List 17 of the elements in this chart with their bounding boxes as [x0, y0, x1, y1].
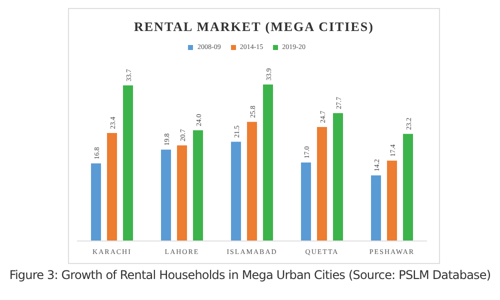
- bar: [123, 85, 133, 241]
- bar: [91, 163, 101, 241]
- bar: [333, 113, 343, 241]
- bar: [177, 145, 187, 241]
- bar: [161, 150, 171, 241]
- bar: [263, 84, 273, 241]
- bar: [301, 162, 311, 241]
- bar: [371, 175, 381, 241]
- bar: [247, 122, 257, 241]
- bar: [193, 130, 203, 241]
- bar: [231, 142, 241, 241]
- chart-title: RENTAL MARKET (MEGA CITIES): [133, 19, 375, 35]
- caption: Figure 3: Growth of Rental Households in Mega Urban Cities (Source: PSLM Database): [8, 268, 492, 282]
- bar: [107, 132, 117, 241]
- bar: [387, 160, 397, 241]
- bar: [403, 134, 413, 241]
- bar: [317, 126, 327, 241]
